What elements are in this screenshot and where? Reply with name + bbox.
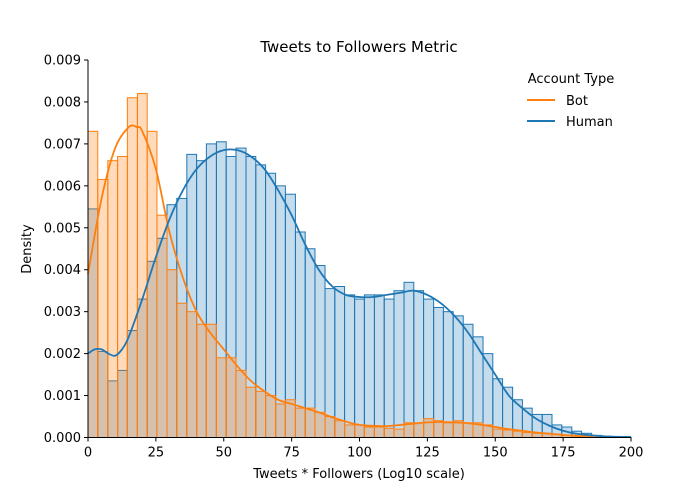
kde-line-human	[87, 148, 632, 438]
x-tick-label: 100	[347, 446, 372, 461]
x-tick-label: 125	[415, 446, 440, 461]
y-tick-label: 0.002	[44, 347, 81, 362]
legend-label-bot: Bot	[566, 94, 588, 109]
legend-label-human: Human	[566, 115, 613, 130]
kde-line-bot	[87, 124, 591, 438]
x-tick-label: 50	[215, 446, 232, 461]
x-axis-title: Tweets * Followers (Log10 scale)	[252, 467, 465, 482]
y-tick-label: 0.007	[44, 137, 81, 152]
y-tick-label: 0.005	[44, 221, 81, 236]
x-ticks: 0 25 50 75 100 125 150 175 200	[84, 437, 644, 461]
histogram-fill-human	[88, 141, 631, 438]
y-ticks: 0.000 0.001 0.002 0.003 0.004 0.005 0.006 0.007…	[44, 54, 88, 446]
x-tick-label: 200	[619, 446, 644, 461]
chart-title: Tweets to Followers Metric	[259, 38, 457, 56]
y-tick-label: 0.004	[44, 263, 81, 278]
kde-layer	[87, 124, 632, 438]
y-axis-title: Density	[20, 224, 35, 274]
x-tick-label: 150	[483, 446, 508, 461]
y-tick-label: 0.008	[44, 95, 81, 110]
y-tick-label: 0.003	[44, 305, 81, 320]
y-tick-label: 0.009	[44, 54, 81, 69]
y-tick-label: 0.000	[44, 431, 81, 446]
x-tick-label: 75	[283, 446, 300, 461]
y-tick-label: 0.001	[44, 389, 81, 404]
legend: Account Type Bot Human	[527, 72, 614, 130]
legend-title: Account Type	[528, 72, 614, 87]
x-tick-label: 0	[84, 446, 92, 461]
y-tick-label: 0.006	[44, 179, 81, 194]
x-tick-label: 25	[148, 446, 165, 461]
histogram-layer	[87, 93, 632, 439]
x-tick-label: 175	[551, 446, 576, 461]
histogram-fill-bot	[88, 93, 631, 438]
